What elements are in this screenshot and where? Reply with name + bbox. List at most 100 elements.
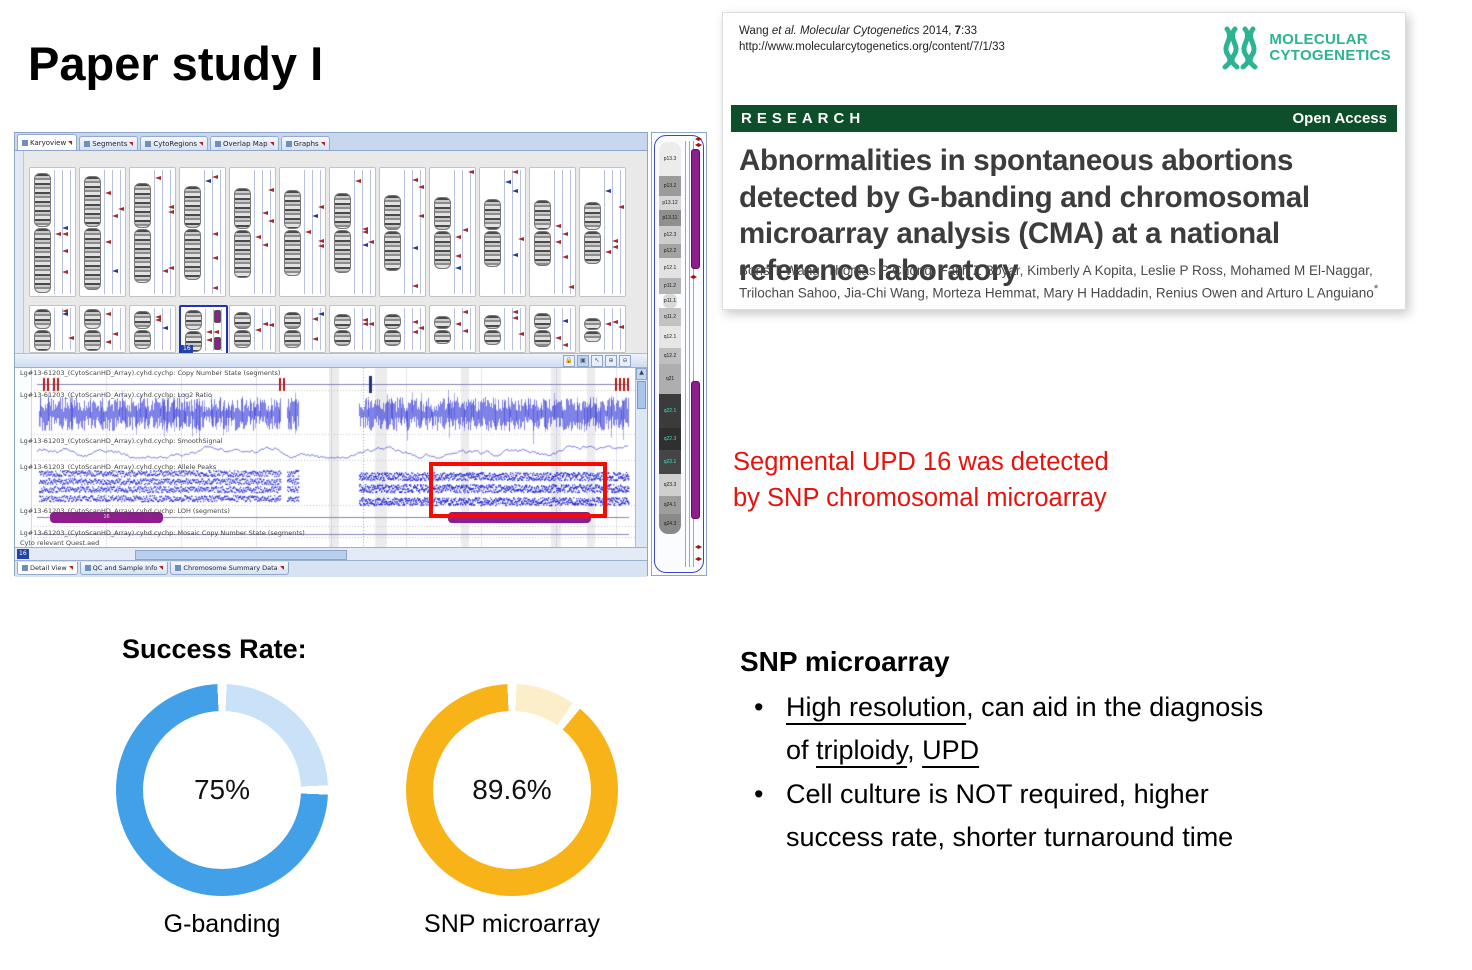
aberration-marker-icon (212, 232, 218, 236)
chromosome-box[interactable] (279, 305, 326, 353)
marker-lane (54, 308, 74, 350)
aberration-marker-icon (112, 214, 118, 218)
karyotype-scrollbar[interactable] (15, 151, 24, 353)
chromosome-p-arm (84, 176, 101, 227)
research-label: RESEARCH (741, 110, 866, 127)
chromosome-box[interactable] (79, 305, 126, 353)
chromosome-box[interactable] (229, 167, 276, 297)
tab-flag-icon (269, 141, 274, 146)
aberration-marker-icon (62, 226, 68, 230)
donut-chart-g-banding: 75% (116, 684, 328, 896)
loh-minibar (214, 337, 221, 350)
aberration-marker-icon (455, 266, 461, 270)
tab-overlap-map[interactable]: Overlap Map (210, 136, 279, 150)
aberration-marker-icon (368, 240, 374, 244)
aberration-marker-icon (612, 320, 618, 324)
tab-icon (84, 140, 91, 147)
chromosome-box[interactable] (429, 305, 476, 353)
cursor-icon[interactable]: ↖ (591, 354, 603, 367)
aberration-marker-icon (362, 243, 368, 247)
aberration-marker-icon (168, 205, 174, 209)
chromosome-box[interactable] (279, 167, 326, 297)
paper-url[interactable]: http://www.molecularcytogenetics.org/con… (739, 41, 1005, 54)
aberration-marker-icon (568, 285, 574, 289)
paper-header-card: Wang et al. Molecular Cytogenetics 2014,… (722, 12, 1406, 310)
camera-icon[interactable]: ▣ (577, 354, 589, 367)
chromosome-box[interactable] (129, 305, 176, 353)
marker-lane (154, 170, 174, 294)
aberration-marker-icon (105, 191, 111, 195)
aberration-marker-icon (305, 230, 311, 234)
tab-chromosome-summary-data[interactable]: Chromosome Summary Data (170, 562, 289, 575)
tracks-horizontal-scrollbar[interactable]: 16 (15, 548, 647, 561)
ideogram-band-p12-3: p12.3 (659, 226, 681, 244)
chromosome-p-arm (334, 193, 351, 229)
hscrollbar-thumb[interactable] (135, 550, 347, 560)
aberration-marker-icon (418, 326, 424, 330)
tracks-panel[interactable]: Lg#13-61203_(CytoScanHD_Array).cyhd.cych… (15, 368, 647, 548)
tab-graphs[interactable]: Graphs (280, 136, 330, 150)
tab-flag-icon (320, 141, 325, 146)
tracks-vertical-scrollbar[interactable]: ▲ (635, 368, 647, 547)
chromosome-p-arm (284, 190, 301, 229)
chromosome-p-arm (534, 200, 551, 230)
chromosome-box[interactable] (79, 167, 126, 297)
track-label: Lg#13-61203_(CytoScanHD_Array).cyhd.cych… (20, 437, 223, 445)
tab-detail-view[interactable]: Detail View (17, 562, 78, 575)
chromosome-box[interactable] (329, 167, 376, 297)
aberration-marker-icon (62, 309, 68, 313)
aberration-marker-icon (212, 286, 218, 290)
karyotype-panel[interactable]: 16 (15, 151, 647, 354)
chromosome-box[interactable] (29, 167, 76, 297)
marker-lane (104, 170, 124, 294)
ideogram-band-q12-2: q12.2 (659, 348, 681, 364)
chromosome-box[interactable] (329, 305, 376, 353)
chromosome-box[interactable] (529, 167, 576, 297)
tab-karyoview[interactable]: Karyoview (17, 134, 78, 150)
chromosome-box[interactable] (579, 305, 626, 353)
marker-lane (504, 308, 524, 350)
chromosome-p-arm (234, 188, 251, 229)
software-bottom-tabs: Detail View QC and Sample Info Chromosome … (15, 561, 647, 577)
aberration-marker-icon (262, 211, 268, 215)
chromosome-16-badge: 16 (17, 549, 29, 559)
chromosome-box[interactable] (529, 305, 576, 353)
aberration-marker-icon (55, 232, 61, 236)
chr16-ideogram[interactable]: p13.3 p13.2 p13.12 p13.11 p12.3 p12.2 p12.1 p11… (659, 142, 681, 534)
aberration-marker-icon (512, 189, 518, 193)
scroll-up-icon[interactable]: ▲ (636, 368, 647, 380)
track-label: Lg#13-61203_(CytoScanHD_Array).cyhd.cych… (20, 529, 305, 537)
marker-lane (304, 170, 324, 294)
tab-flag-icon (68, 566, 73, 570)
chromosome-box[interactable] (29, 305, 76, 353)
chromosome-box[interactable] (229, 305, 276, 353)
chromosome-box[interactable] (479, 305, 526, 353)
chromosome-q-arm (584, 331, 601, 342)
aberration-marker-icon (318, 312, 324, 316)
scrollbar-thumb[interactable] (637, 381, 646, 409)
tab-qc-and-sample-info[interactable]: QC and Sample Info (79, 562, 169, 575)
marker-lane (554, 170, 574, 294)
chromosome-box[interactable] (429, 167, 476, 297)
ideogram-band-p13-11: p13.11 (659, 210, 681, 226)
zoom-in-icon[interactable]: ⊕ (605, 354, 617, 367)
page-title: Paper study I (28, 37, 324, 90)
chromosome-box[interactable] (129, 167, 176, 297)
aberration-marker-icon (618, 325, 624, 329)
lock-icon[interactable]: 🔒 (563, 354, 575, 367)
aberration-marker-icon (612, 245, 618, 249)
chromosome-box[interactable] (379, 305, 426, 353)
chromosome-box[interactable] (379, 167, 426, 297)
chromosome-box[interactable] (479, 167, 526, 297)
tab-segments[interactable]: Segments (79, 136, 139, 150)
chromosome-box[interactable] (579, 167, 626, 297)
aberration-marker-icon (418, 214, 424, 218)
chromosome-q-arm (234, 230, 251, 278)
chromosome-box[interactable] (179, 167, 226, 297)
chromosome-box[interactable]: 16 (179, 305, 228, 353)
ideogram-loh-bar (691, 381, 700, 519)
tab-cytoregions[interactable]: CytoRegions (140, 136, 209, 150)
ideogram-band-q21: q21 (659, 364, 681, 394)
aberration-marker-icon (562, 255, 568, 259)
zoom-out-icon[interactable]: ⊖ (619, 354, 631, 367)
